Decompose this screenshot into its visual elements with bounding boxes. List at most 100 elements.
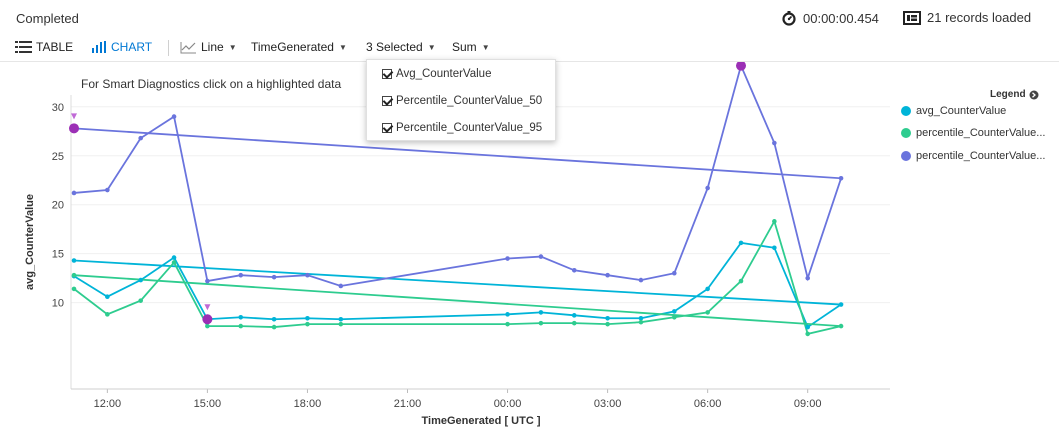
data-point[interactable] (71, 258, 77, 263)
x-tick-label: 00:00 (494, 398, 522, 410)
data-point[interactable] (505, 312, 510, 317)
chart-type-dropdown[interactable]: Line ▼ (180, 40, 237, 54)
data-point[interactable] (238, 272, 244, 278)
data-point[interactable] (338, 321, 344, 327)
data-point[interactable] (305, 272, 310, 278)
checkbox-checked-icon[interactable] (382, 123, 392, 133)
series-line-0 (73, 241, 844, 329)
x-axis-dropdown[interactable]: TimeGenerated ▼ (251, 40, 347, 54)
data-point[interactable] (705, 185, 710, 191)
data-point[interactable] (171, 260, 177, 265)
data-point[interactable] (605, 315, 610, 321)
data-point[interactable] (672, 314, 677, 320)
data-point[interactable] (205, 323, 210, 329)
table-view-button[interactable]: TABLE (15, 40, 73, 54)
data-point[interactable] (571, 267, 577, 273)
series-select-dropdown[interactable]: 3 Selected ▼ (366, 40, 436, 54)
data-point[interactable] (772, 219, 777, 224)
toolbar-divider (168, 40, 169, 56)
highlight-points (69, 62, 746, 325)
records-count-value: 21 records loaded (927, 10, 1032, 25)
data-point[interactable] (538, 310, 544, 315)
data-point[interactable] (271, 274, 277, 280)
data-point[interactable] (105, 187, 110, 193)
data-point[interactable] (238, 323, 244, 329)
data-point[interactable] (105, 294, 110, 300)
data-point[interactable] (805, 275, 810, 281)
data-point[interactable] (805, 331, 810, 337)
data-point[interactable] (772, 140, 777, 146)
data-point[interactable] (672, 309, 677, 314)
x-tick-label: 12:00 (94, 398, 122, 410)
x-tick-label: 06:00 (694, 398, 722, 410)
data-point[interactable] (505, 321, 510, 327)
data-point[interactable] (305, 321, 310, 327)
legend-title[interactable]: Legend (990, 89, 1039, 100)
legend-item-percentile-50[interactable]: percentile_CounterValue... (901, 127, 1051, 139)
series-select-menu: Avg_CounterValue Percentile_CounterValue… (366, 59, 556, 141)
data-point[interactable] (838, 302, 844, 307)
data-point[interactable] (738, 240, 744, 246)
data-point[interactable] (638, 319, 644, 325)
data-point[interactable] (271, 316, 277, 322)
series-option-avg[interactable]: Avg_CounterValue (382, 68, 491, 80)
data-point[interactable] (138, 277, 143, 283)
data-point[interactable] (838, 175, 844, 181)
elapsed-time-value: 00:00:00.454 (803, 10, 879, 26)
legend-item-percentile-95[interactable]: percentile_CounterValue... (901, 150, 1051, 162)
x-tick-label: 03:00 (594, 398, 622, 410)
x-axis-ticks: 12:00 15:00 18:00 21:00 00:00 03:00 06:00 09:00 (94, 389, 821, 410)
highlighted-data-point[interactable] (69, 123, 79, 134)
aggregation-dropdown[interactable]: Sum ▼ (452, 40, 490, 54)
data-point[interactable] (338, 283, 344, 289)
data-point[interactable] (238, 314, 244, 320)
series-points (71, 63, 844, 337)
y-tick-label: 10 (52, 298, 64, 310)
anomaly-marker-icon (71, 113, 77, 120)
data-point[interactable] (305, 315, 310, 321)
data-point[interactable] (605, 321, 610, 327)
series-option-label: Avg_CounterValue (396, 68, 492, 80)
y-tick-label: 30 (52, 102, 64, 114)
data-point[interactable] (571, 320, 577, 326)
data-point[interactable] (105, 312, 110, 317)
data-point[interactable] (705, 310, 710, 315)
data-point[interactable] (772, 245, 777, 251)
highlighted-data-point[interactable] (736, 62, 746, 71)
data-point[interactable] (271, 324, 277, 330)
data-point[interactable] (71, 272, 77, 278)
data-point[interactable] (205, 278, 210, 284)
data-point[interactable] (138, 298, 143, 303)
data-point[interactable] (638, 277, 644, 283)
data-point[interactable] (505, 256, 510, 261)
data-point[interactable] (171, 255, 177, 260)
series-option-percentile-95[interactable]: Percentile_CounterValue_95 (382, 122, 542, 134)
series-option-percentile-50[interactable]: Percentile_CounterValue_50 (382, 95, 542, 107)
data-point[interactable] (71, 190, 77, 196)
data-point[interactable] (338, 316, 344, 322)
data-point[interactable] (71, 286, 77, 292)
data-point[interactable] (171, 114, 177, 119)
data-point[interactable] (138, 135, 143, 141)
data-point[interactable] (605, 272, 610, 278)
data-point[interactable] (538, 254, 544, 259)
data-point[interactable] (638, 315, 644, 321)
data-point[interactable] (738, 278, 744, 284)
y-tick-label: 15 (52, 249, 64, 261)
data-point[interactable] (538, 320, 544, 326)
data-point[interactable] (805, 324, 810, 330)
chevron-down-icon: ▼ (427, 42, 436, 52)
data-point[interactable] (705, 286, 710, 292)
legend-item-label: avg_CounterValue (916, 105, 1007, 117)
table-list-icon (15, 41, 32, 53)
stopwatch-icon (782, 11, 796, 26)
chart-view-button[interactable]: CHART (92, 40, 152, 54)
data-point[interactable] (571, 313, 577, 318)
highlighted-data-point[interactable] (202, 314, 213, 325)
data-point[interactable] (672, 270, 677, 276)
legend-item-avg[interactable]: avg_CounterValue (901, 105, 1051, 117)
data-point[interactable] (838, 323, 844, 329)
table-view-label: TABLE (36, 40, 74, 54)
checkbox-checked-icon[interactable] (382, 96, 392, 106)
checkbox-checked-icon[interactable] (382, 69, 392, 79)
